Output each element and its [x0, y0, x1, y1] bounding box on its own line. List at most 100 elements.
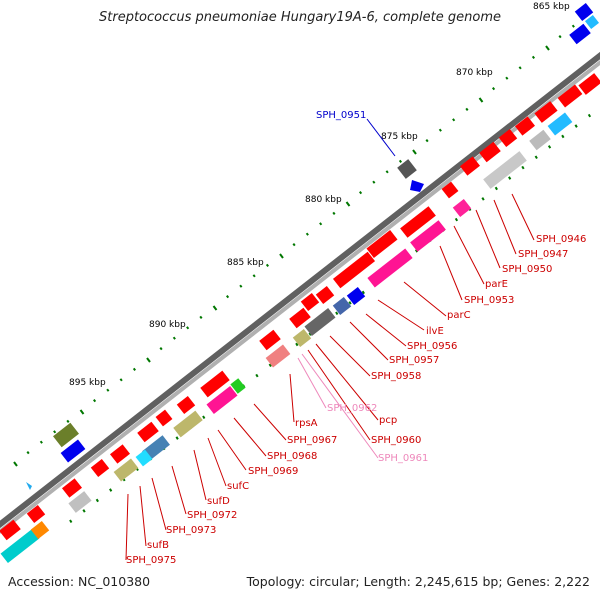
cds-feature[interactable]	[292, 328, 312, 348]
cds-feature[interactable]	[110, 444, 130, 464]
accession-text: Accession: NC_010380	[8, 574, 151, 589]
leader-line	[511, 193, 535, 241]
cds-feature[interactable]	[90, 458, 110, 478]
gene-label-sph-0973[interactable]: SPH_0973	[166, 525, 216, 536]
cds-feature[interactable]	[265, 344, 291, 368]
feature-dark-gray[interactable]	[397, 159, 417, 179]
gene-label-sph-0958[interactable]: SPH_0958	[371, 371, 421, 382]
cds-feature[interactable]	[400, 206, 436, 238]
gene-label-sph-0975[interactable]: SPH_0975	[126, 555, 176, 566]
gene-label-sph-0950[interactable]: SPH_0950	[502, 264, 552, 275]
cds-feature[interactable]	[498, 128, 518, 148]
cds-feature[interactable]	[176, 395, 196, 415]
cds-feature[interactable]	[574, 2, 594, 22]
cds-feature[interactable]	[441, 181, 459, 199]
ruler-tick	[481, 197, 485, 201]
cds-feature[interactable]	[0, 519, 21, 541]
cds-feature[interactable]	[0, 528, 40, 564]
cds-feature[interactable]	[460, 156, 480, 176]
cds-feature[interactable]	[173, 410, 203, 438]
ruler-tick	[335, 311, 339, 316]
gene-label-ilve[interactable]: ilvE	[426, 326, 444, 337]
gene-label-sph-0961[interactable]: SPH_0961	[378, 453, 428, 464]
cds-feature[interactable]	[30, 520, 50, 540]
ruler-tick	[547, 145, 552, 149]
gene-label-sph-0953[interactable]: SPH_0953	[464, 295, 514, 306]
feature-blue[interactable]	[60, 439, 86, 463]
gene-label-sufd[interactable]: sufD	[207, 496, 230, 507]
cds-feature[interactable]	[515, 116, 535, 136]
cds-feature[interactable]	[410, 220, 446, 252]
cds-feature[interactable]	[68, 491, 92, 513]
cds-feature[interactable]	[534, 101, 558, 123]
cds-feature[interactable]	[142, 435, 170, 461]
cds-feature[interactable]	[315, 285, 335, 305]
ruler-tick	[226, 295, 230, 299]
ruler-tick	[265, 263, 270, 267]
feature-blue-arrow[interactable]	[410, 180, 424, 192]
cds-feature[interactable]	[578, 73, 600, 95]
gene-label-sph-0962[interactable]: SPH_0962	[327, 403, 377, 414]
cds-feature[interactable]	[529, 129, 551, 151]
cds-feature[interactable]	[366, 230, 398, 258]
cds-feature[interactable]	[135, 449, 153, 467]
ruler-tick	[452, 118, 456, 122]
gene-label-sph-0957[interactable]: SPH_0957	[389, 355, 439, 366]
cds-feature[interactable]	[137, 421, 159, 443]
gene-label-sph-0969[interactable]: SPH_0969	[248, 466, 298, 477]
gene-label-sufb[interactable]: sufB	[147, 540, 169, 551]
ruler-tick	[186, 326, 190, 330]
ruler-tick	[292, 243, 296, 247]
cds-feature[interactable]	[346, 286, 366, 306]
gene-label-sph-0960[interactable]: SPH_0960	[371, 435, 421, 446]
cds-feature[interactable]	[259, 329, 281, 351]
ruler-tick	[438, 128, 442, 132]
cds-feature[interactable]	[452, 198, 472, 218]
cds-feature[interactable]	[557, 84, 583, 108]
cds-feature[interactable]	[230, 378, 246, 394]
cds-feature[interactable]	[332, 296, 352, 316]
ruler-tick	[175, 436, 179, 440]
cds-feature[interactable]	[304, 308, 336, 336]
ruler-tick	[39, 440, 43, 444]
gene-label-sufc[interactable]: sufC	[227, 481, 249, 492]
cds-feature[interactable]	[367, 248, 413, 288]
gene-label-sph-0972[interactable]: SPH_0972	[187, 510, 237, 521]
cds-feature[interactable]	[206, 386, 238, 414]
leader-line	[439, 245, 463, 301]
cds-feature[interactable]	[113, 458, 139, 482]
cds-feature[interactable]	[584, 14, 600, 30]
gene-label-rpsa[interactable]: rpsA	[295, 418, 318, 429]
ruler-tick	[508, 176, 512, 180]
gene-label-sph-0951[interactable]: SPH_0951	[316, 110, 366, 121]
gene-label-parc[interactable]: parC	[447, 310, 471, 321]
ruler-tick	[308, 332, 312, 336]
ruler-tick	[505, 76, 509, 80]
gene-label-sph-0947[interactable]: SPH_0947	[518, 249, 568, 260]
cds-feature[interactable]	[62, 478, 82, 498]
cds-feature[interactable]	[332, 251, 376, 289]
cds-feature[interactable]	[547, 112, 573, 136]
cds-feature[interactable]	[200, 370, 230, 398]
cds-feature[interactable]	[26, 504, 46, 524]
feature-olive[interactable]	[53, 422, 79, 448]
ruler-tick	[561, 134, 565, 139]
cds-feature[interactable]	[569, 23, 591, 45]
gene-label-sph-0956[interactable]: SPH_0956	[407, 341, 457, 352]
ruler-tick	[587, 113, 592, 118]
ruler-label-890: 890 kbp	[149, 320, 186, 330]
ruler-label-875: 875 kbp	[381, 132, 418, 142]
gene-label-sph-0967[interactable]: SPH_0967	[287, 435, 337, 446]
gene-label-sph-0968[interactable]: SPH_0968	[267, 451, 317, 462]
ruler-tick	[95, 498, 99, 503]
gene-label-pcp[interactable]: pcp	[379, 415, 397, 426]
backbone-inner	[0, 60, 600, 534]
gene-label-sph-0946[interactable]: SPH_0946	[536, 234, 586, 245]
gene-label-pare[interactable]: parE	[485, 279, 508, 290]
cds-feature[interactable]	[289, 307, 311, 329]
cds-feature[interactable]	[479, 141, 501, 163]
cds-feature[interactable]	[483, 151, 527, 189]
cds-feature[interactable]	[155, 409, 173, 427]
cds-feature[interactable]	[300, 292, 320, 312]
